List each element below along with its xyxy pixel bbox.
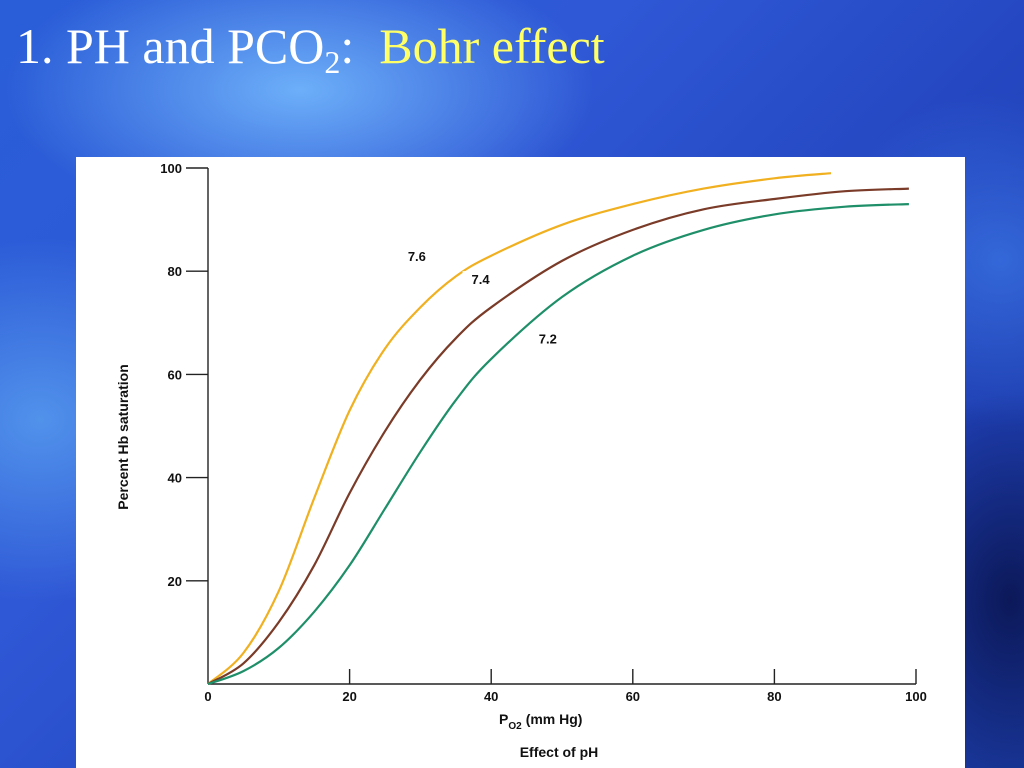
curve-label-backdrop (529, 330, 566, 349)
y-tick-label: 80 (168, 264, 182, 279)
curve-label-ph-7-6: 7.6 (408, 249, 426, 264)
y-tick-label: 40 (168, 471, 182, 486)
curve-ph-7-2 (207, 203, 909, 686)
title-accent: Bohr effect (379, 18, 605, 74)
curve-label-ph-7-2: 7.2 (539, 331, 557, 346)
curve-ph-7-4 (207, 187, 909, 685)
x-tick-label: 40 (484, 689, 498, 704)
x-tick-label: 0 (204, 689, 211, 704)
x-axis-label-main: P (499, 711, 508, 727)
title-subscript: 2 (324, 44, 341, 80)
y-axis-label: Percent Hb saturation (115, 364, 131, 509)
bohr-effect-chart: 20 40 60 80 100 0 20 40 60 80 100 7.6 7.4 7.2 Perce… (115, 161, 927, 760)
x-tick-label: 60 (626, 689, 640, 704)
chart-panel: 20 40 60 80 100 0 20 40 60 80 100 7.6 7.4 7.2 Perce… (76, 157, 965, 768)
chart-caption: Effect of pH (520, 744, 599, 760)
x-ticks: 0 20 40 60 80 100 (204, 669, 927, 704)
title-colon: : (340, 18, 355, 74)
title-prefix: 1. PH and PCO (16, 18, 325, 74)
x-tick-label: 80 (767, 689, 781, 704)
curve-label-backdrop (462, 271, 499, 290)
x-axis-label-units: (mm Hg) (526, 711, 583, 727)
curve-labels: 7.6 7.4 7.2 (398, 247, 566, 349)
curve-label-ph-7-4: 7.4 (472, 272, 491, 287)
x-tick-label: 20 (342, 689, 356, 704)
x-tick-label: 100 (905, 689, 927, 704)
curve-label-backdrop (398, 247, 435, 266)
slide-title: 1. PH and PCO2: Bohr effect (16, 14, 605, 78)
x-axis-label-sub: O2 (508, 721, 522, 732)
y-tick-label: 60 (168, 367, 182, 382)
curves (207, 172, 909, 686)
curve-ph-7-6 (207, 172, 832, 685)
y-tick-label: 100 (160, 161, 182, 176)
x-axis-label: PO2 (mm Hg) (499, 711, 582, 732)
y-ticks: 20 40 60 80 100 (160, 161, 208, 589)
y-tick-label: 20 (168, 574, 182, 589)
